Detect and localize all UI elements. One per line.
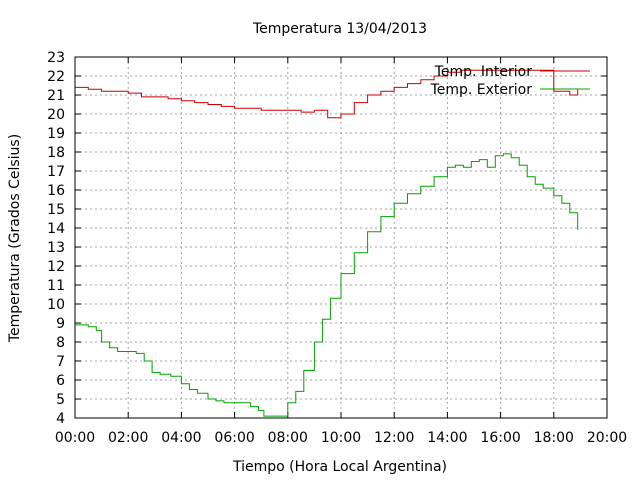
x-tick-label: 08:00	[268, 430, 308, 446]
y-tick-label: 20	[47, 107, 65, 123]
y-tick-label: 22	[47, 69, 65, 85]
y-tick-label: 15	[47, 202, 65, 218]
y-tick-label: 5	[56, 392, 65, 408]
y-tick-label: 19	[47, 126, 65, 142]
y-tick-label: 10	[47, 297, 65, 313]
grid-lines	[75, 57, 607, 418]
x-tick-label: 18:00	[534, 430, 574, 446]
series-line-interior	[75, 69, 579, 119]
x-tick-label: 04:00	[161, 430, 201, 446]
x-tick-label: 02:00	[108, 430, 148, 446]
y-tick-label: 23	[47, 50, 65, 66]
x-tick-label: 20:00	[587, 430, 627, 446]
x-axis-label: Tiempo (Hora Local Argentina)	[232, 459, 447, 475]
series-line-exterior	[75, 153, 579, 417]
y-tick-label: 11	[47, 278, 65, 294]
x-tick-label: 10:00	[321, 430, 361, 446]
y-axis-label: Temperatura (Grados Celsius)	[7, 134, 23, 343]
x-tick-labels: 00:00 02:00 04:00 06:00 08:00 10:00 12:00 14:00…	[55, 430, 627, 446]
legend-label-exterior: Temp. Exterior	[430, 82, 533, 98]
x-tick-label: 16:00	[480, 430, 520, 446]
y-tick-label: 4	[56, 411, 65, 427]
legend: Temp. Interior Temp. Exterior	[430, 64, 590, 98]
x-tick-label: 06:00	[214, 430, 254, 446]
x-tick-label: 14:00	[427, 430, 467, 446]
x-tick-label: 00:00	[55, 430, 95, 446]
y-tick-labels: 4 5 6 7 8 9 10 11 12 13 14 15 16 17 18 19 20 21 22 23	[47, 50, 65, 427]
series-lines	[75, 69, 579, 417]
x-tick-label: 12:00	[374, 430, 414, 446]
y-tick-label: 12	[47, 259, 65, 275]
y-tick-label: 17	[47, 164, 65, 180]
y-tick-label: 18	[47, 145, 65, 161]
axis-ticks	[74, 56, 608, 419]
y-tick-label: 21	[47, 88, 65, 104]
chart-title: Temperatura 13/04/2013	[252, 21, 427, 37]
y-tick-label: 8	[56, 335, 65, 351]
y-tick-label: 6	[56, 373, 65, 389]
y-tick-label: 13	[47, 240, 65, 256]
y-tick-label: 7	[56, 354, 65, 370]
y-tick-label: 14	[47, 221, 65, 237]
y-tick-label: 16	[47, 183, 65, 199]
y-tick-label: 9	[56, 316, 65, 332]
legend-label-interior: Temp. Interior	[434, 64, 533, 80]
